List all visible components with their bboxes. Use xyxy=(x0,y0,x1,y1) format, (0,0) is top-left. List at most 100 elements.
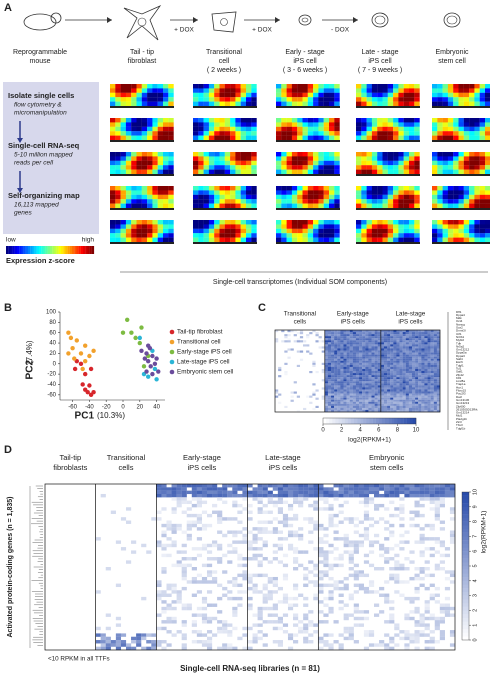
som-cell xyxy=(230,203,236,209)
som-cell xyxy=(157,186,164,191)
heatmap-cell xyxy=(415,373,419,376)
heatmap-cell xyxy=(287,543,294,548)
heatmap-cell xyxy=(247,547,253,551)
som-cell xyxy=(307,131,314,136)
som-cell xyxy=(193,126,199,132)
heatmap-cell xyxy=(377,407,381,411)
som-cell xyxy=(235,122,241,127)
heatmap-cell xyxy=(394,623,400,627)
heatmap-cell xyxy=(232,484,238,488)
heatmap-cell xyxy=(404,493,410,498)
heatmap-cell xyxy=(331,407,335,411)
som-cell xyxy=(485,165,490,170)
heatmap-cell xyxy=(393,375,397,378)
heatmap-cell xyxy=(349,356,353,359)
heatmap-cell xyxy=(331,405,335,408)
heatmap-cell xyxy=(365,340,369,343)
som-cell xyxy=(323,224,330,229)
heatmap-cell xyxy=(348,626,354,631)
heatmap-cell xyxy=(298,487,304,491)
heatmap-cell xyxy=(201,600,208,604)
som-cell xyxy=(361,84,367,89)
som-cell xyxy=(334,169,340,175)
heatmap-cell xyxy=(436,336,441,339)
heatmap-cell xyxy=(282,520,289,524)
heatmap-cell xyxy=(393,358,397,361)
som-cell xyxy=(136,101,142,107)
som-cell xyxy=(219,169,225,175)
x-axis-label: PC1 xyxy=(75,411,95,422)
heatmap-cell xyxy=(298,533,304,538)
heatmap-cell xyxy=(161,530,167,534)
heatmap-cell xyxy=(191,497,197,501)
heatmap-cell xyxy=(430,368,434,372)
som-cell xyxy=(442,126,448,132)
heatmap-cell xyxy=(433,399,437,402)
som-cell xyxy=(219,190,225,195)
heatmap-cell xyxy=(409,550,415,554)
som-cell xyxy=(115,84,121,89)
som-cell xyxy=(168,220,174,225)
heatmap-cell xyxy=(298,563,304,568)
heatmap-cell xyxy=(399,630,405,634)
heatmap-cell xyxy=(151,517,157,521)
heatmap-cell xyxy=(402,403,406,406)
heatmap-cell xyxy=(358,586,364,591)
som-cell xyxy=(387,126,394,132)
heatmap-cell xyxy=(232,613,238,617)
heatmap-cell xyxy=(349,399,353,402)
som-cell xyxy=(329,84,335,89)
arrowhead xyxy=(17,138,23,143)
heatmap-cell xyxy=(331,375,335,378)
som-cell xyxy=(281,131,287,136)
som-cell xyxy=(276,186,282,191)
heatmap-cell xyxy=(414,567,420,571)
som-cell xyxy=(152,101,158,107)
heatmap-cell xyxy=(262,633,268,637)
heatmap-cell xyxy=(333,557,339,561)
heatmap-cell xyxy=(176,484,182,488)
som-cell xyxy=(235,152,241,157)
heatmap-cell xyxy=(146,640,152,644)
heatmap-cell xyxy=(327,389,332,392)
heatmap-cell xyxy=(429,493,435,498)
som-cell xyxy=(442,224,448,229)
som-cell xyxy=(152,160,158,166)
heatmap-cell xyxy=(334,399,338,402)
heatmap-cell xyxy=(374,373,378,376)
som-cell xyxy=(168,169,174,175)
som-cell xyxy=(377,169,383,175)
som-cell xyxy=(163,160,169,166)
som-cell xyxy=(302,152,308,157)
heatmap-cell xyxy=(115,633,122,637)
heatmap-cell xyxy=(368,362,372,365)
heatmap-cell xyxy=(436,354,441,357)
heatmap-cell xyxy=(331,356,335,359)
heatmap-cell xyxy=(393,348,397,351)
heatmap-cell xyxy=(436,405,441,408)
colorbar-cell xyxy=(462,510,469,515)
heatmap-cell xyxy=(434,593,440,597)
heatmap-cell xyxy=(359,330,363,333)
som-cell xyxy=(246,152,252,157)
heatmap-cell xyxy=(328,593,334,597)
heatmap-cell xyxy=(380,401,385,404)
heatmap-cell xyxy=(415,366,419,370)
som-cell xyxy=(251,92,257,98)
som-cell xyxy=(323,199,330,204)
som-cell xyxy=(168,88,174,93)
som-cell xyxy=(110,224,116,229)
heatmap-cell xyxy=(327,342,332,345)
heatmap-cell xyxy=(427,397,431,400)
som-cell xyxy=(281,97,287,102)
heatmap-cell xyxy=(433,352,437,355)
heatmap-cell xyxy=(368,397,372,400)
som-cell xyxy=(219,88,225,93)
heatmap-cell xyxy=(383,375,388,378)
som-cell xyxy=(409,194,415,200)
heatmap-cell xyxy=(405,356,409,359)
som-cell xyxy=(163,194,169,200)
som-cell xyxy=(147,92,153,98)
heatmap-cell xyxy=(340,344,344,347)
heatmap-cell xyxy=(362,397,366,400)
